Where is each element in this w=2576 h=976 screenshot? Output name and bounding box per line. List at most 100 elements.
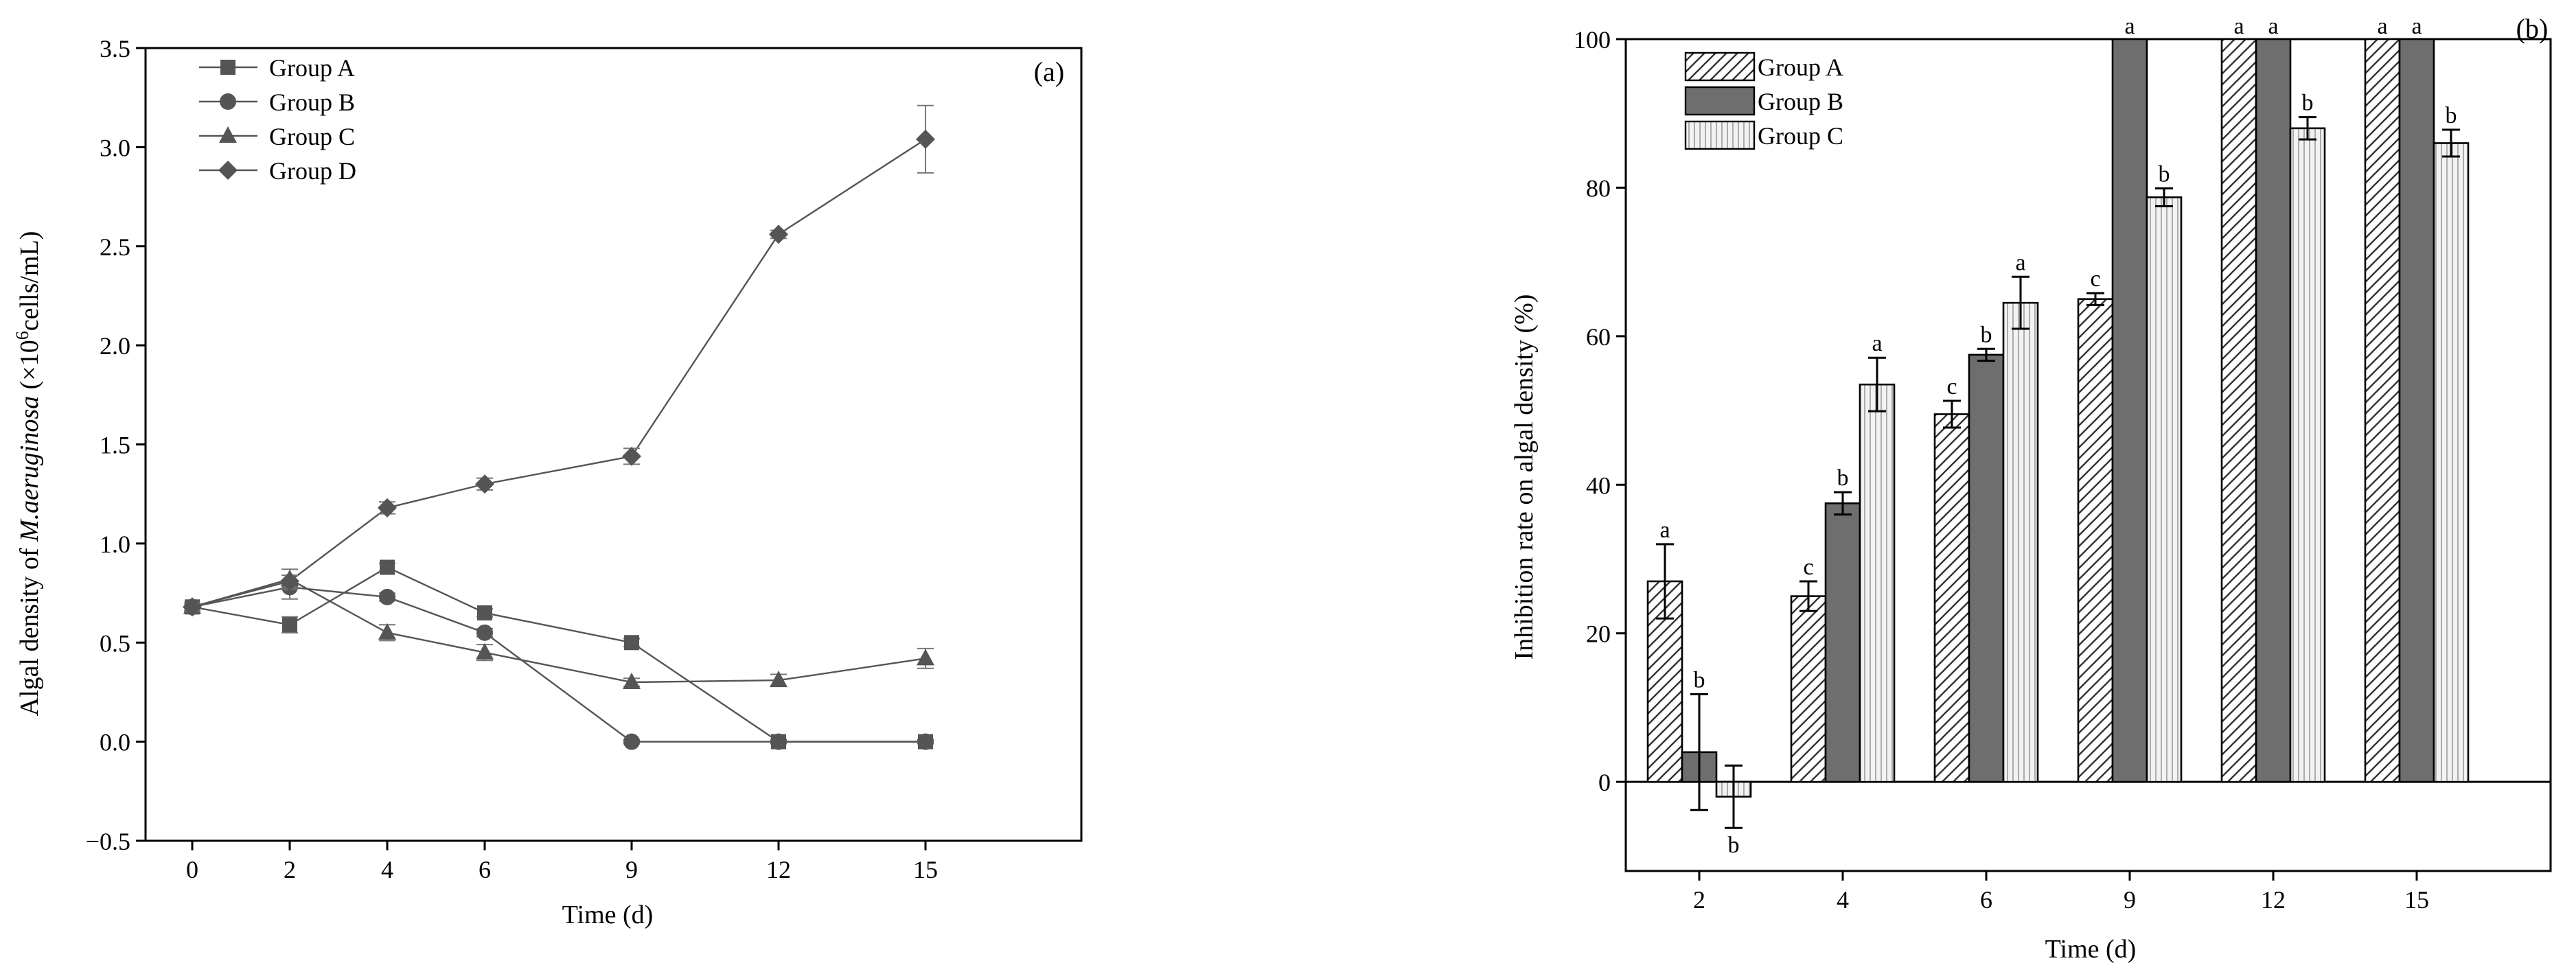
legend-marker xyxy=(219,126,237,143)
bar xyxy=(2002,301,2039,783)
panel-a-series xyxy=(183,104,935,750)
significance-letter: c xyxy=(1946,374,1957,399)
data-point xyxy=(378,498,397,518)
y-tick-label: 0 xyxy=(1598,769,1611,796)
data-point xyxy=(476,624,493,641)
panel-b-label: (b) xyxy=(2516,13,2549,44)
y-tick-label: 2.0 xyxy=(100,332,130,360)
bar xyxy=(1824,502,1861,783)
significance-letter: b xyxy=(2302,91,2314,116)
series-line xyxy=(192,578,926,684)
y-tick-label: −0.5 xyxy=(86,828,130,855)
significance-letter: b xyxy=(1837,465,1849,491)
y-tick-label: 1.0 xyxy=(100,531,130,558)
x-tick-label: 12 xyxy=(766,856,791,883)
panel-b-x-axis-title: Time (d) xyxy=(2045,935,2137,964)
bar xyxy=(1968,353,2005,783)
data-point xyxy=(917,733,934,750)
y-tick-label: 60 xyxy=(1586,323,1611,351)
data-point xyxy=(623,673,641,689)
bar xyxy=(2364,38,2401,783)
series-group-d xyxy=(183,104,935,617)
x-tick-label: 2 xyxy=(1693,886,1705,914)
legend-label: Group A xyxy=(269,54,355,82)
data-point xyxy=(183,597,202,617)
legend-swatch xyxy=(1684,86,1756,116)
series-group-b xyxy=(184,574,934,750)
data-point xyxy=(770,671,787,688)
y-tick-label: 100 xyxy=(1574,26,1611,54)
data-point xyxy=(770,733,787,750)
series-line xyxy=(192,138,926,608)
bar xyxy=(2255,38,2292,783)
legend-marker xyxy=(220,93,236,110)
legend-label: Group A xyxy=(1758,54,1843,81)
panel-a-line-chart: −0.5 0.0 0.5 1.0 1.5 2.0 2.5 3.0 3.5 0 2 4 6 9 12 15 G… xyxy=(12,35,1083,929)
bar xyxy=(1859,383,1896,783)
x-tick-label: 4 xyxy=(381,856,393,883)
panel-a-y-axis-title: Algal density of M.aeruginosa (×106cells… xyxy=(12,231,44,717)
x-tick-label: 15 xyxy=(913,856,938,883)
data-point xyxy=(379,588,395,605)
x-tick-label: 6 xyxy=(479,856,491,883)
legend-label: Group B xyxy=(269,89,355,116)
significance-letter: a xyxy=(1872,331,1882,356)
data-point xyxy=(917,649,934,666)
bar xyxy=(2111,38,2148,783)
y-tick-label: 2.5 xyxy=(100,233,130,261)
x-tick-label: 15 xyxy=(2404,886,2429,914)
bar xyxy=(1790,595,1827,783)
bar-series-group-c: b a a b b b xyxy=(1715,91,2470,858)
x-tick-label: 6 xyxy=(1980,886,1992,914)
y-tick-label: 3.0 xyxy=(100,134,130,161)
significance-letter: c xyxy=(1803,555,1813,580)
significance-letter: b xyxy=(2446,103,2457,128)
panel-b-y-axis-title: Inhibition rate on algal density (%) xyxy=(1510,294,1539,660)
data-point xyxy=(624,635,639,651)
legend-marker xyxy=(218,161,238,180)
series-line xyxy=(192,586,925,743)
bar xyxy=(2289,127,2326,783)
panel-a-x-axis-title: Time (d) xyxy=(562,901,654,929)
series-line xyxy=(192,566,925,743)
panel-a-legend: Group A Group B Group C Group D xyxy=(199,54,356,185)
significance-letter: b xyxy=(1694,667,1705,693)
panel-b-legend: Group A Group B Group C xyxy=(1684,51,1843,150)
significance-letter: b xyxy=(2159,162,2170,187)
legend-swatch xyxy=(1684,120,1756,150)
significance-letter: a xyxy=(2124,14,2135,39)
significance-letter: a xyxy=(2377,14,2387,39)
panel-b-plot-frame xyxy=(1624,38,2552,872)
legend-label: Group B xyxy=(1758,88,1843,115)
significance-letter: b xyxy=(1981,322,1992,347)
data-point xyxy=(623,733,640,750)
significance-letter: c xyxy=(2090,266,2100,292)
legend-label: Group C xyxy=(269,123,355,150)
significance-letter: b xyxy=(1728,833,1740,858)
data-point xyxy=(916,129,935,149)
significance-letter: a xyxy=(1659,518,1670,543)
significance-letter: a xyxy=(2268,14,2278,39)
panel-a-y-axis: −0.5 0.0 0.5 1.0 1.5 2.0 2.5 3.0 3.5 xyxy=(86,35,146,855)
legend-marker xyxy=(220,60,235,75)
legend-label: Group C xyxy=(1758,122,1843,150)
panel-a-x-axis: 0 2 4 6 9 12 15 xyxy=(186,841,938,883)
data-point xyxy=(769,224,788,244)
significance-letter: a xyxy=(2411,14,2422,39)
x-tick-label: 12 xyxy=(2261,886,2286,914)
y-tick-label: 1.5 xyxy=(100,432,130,459)
x-tick-label: 9 xyxy=(2124,886,2136,914)
bar xyxy=(2077,298,2114,783)
y-tick-label: 80 xyxy=(1586,174,1611,202)
panel-b-y-axis: 0 20 40 60 80 100 xyxy=(1574,26,1626,796)
x-tick-label: 2 xyxy=(284,856,296,883)
x-tick-label: 9 xyxy=(625,856,638,883)
legend-label: Group D xyxy=(269,157,356,185)
data-point xyxy=(282,617,297,633)
y-tick-label: 0.0 xyxy=(100,729,130,756)
bar xyxy=(2220,38,2257,783)
data-point xyxy=(380,559,395,575)
